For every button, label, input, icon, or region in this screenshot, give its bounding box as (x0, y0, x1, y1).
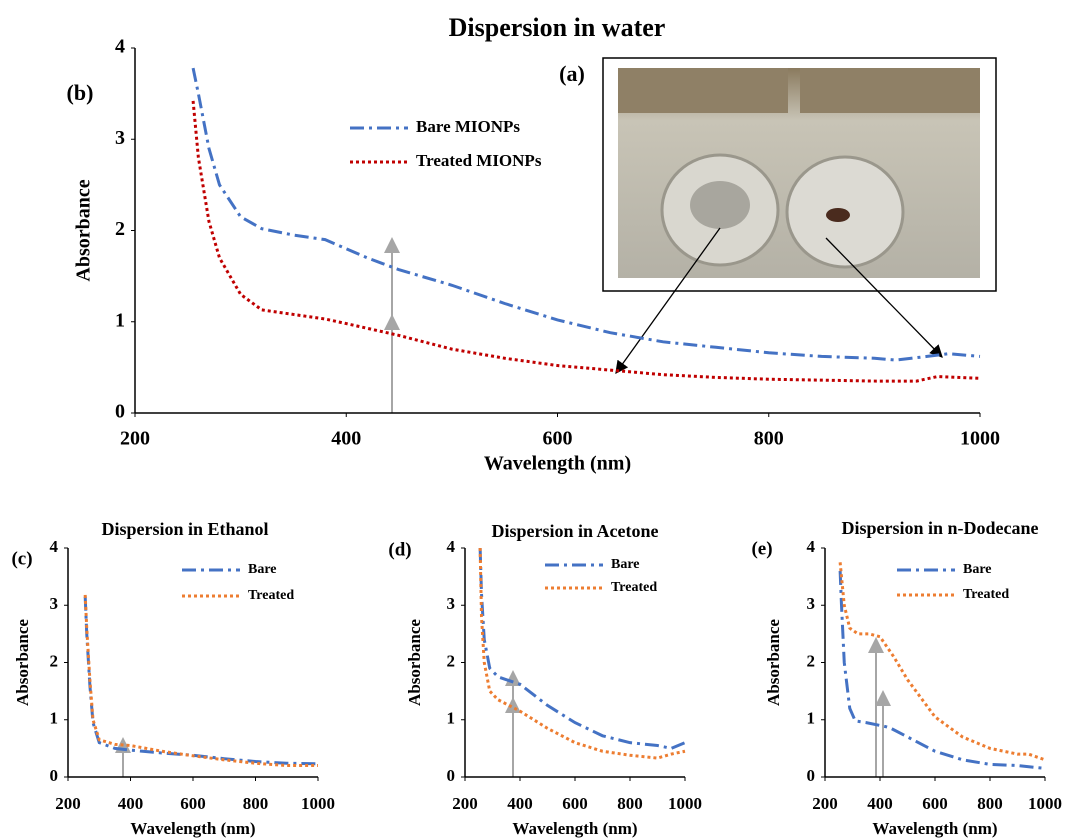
y-tick-label: 1 (807, 709, 816, 728)
y-tick-label: 2 (447, 651, 456, 670)
inset-arrow (825, 237, 943, 358)
data-line (83, 596, 319, 766)
x-tick-label: 600 (543, 428, 573, 450)
chart-title: Dispersion in water (449, 13, 666, 42)
x-axis-label: Wavelength (nm) (512, 819, 637, 838)
y-tick-label: 0 (807, 766, 816, 785)
x-tick-label: 400 (507, 794, 533, 813)
data-line (478, 547, 686, 750)
y-tick-label: 2 (807, 651, 816, 670)
x-axis-label: Wavelength (nm) (130, 819, 255, 838)
y-tick-label: 0 (447, 766, 456, 785)
y-tick-label: 2 (115, 218, 125, 240)
chart-title: Dispersion in Ethanol (101, 519, 268, 539)
legend-label: Bare MIONPs (416, 117, 520, 136)
x-tick-label: 600 (180, 794, 206, 813)
x-tick-label: 800 (243, 794, 269, 813)
panel-label: (d) (388, 539, 411, 560)
x-axis-label: Wavelength (nm) (872, 819, 997, 838)
y-tick-label: 3 (115, 127, 125, 149)
x-tick-label: 200 (120, 428, 150, 450)
panel-label: (b) (67, 80, 94, 105)
inset-label: (a) (559, 61, 585, 86)
legend-label: Bare (963, 562, 992, 577)
data-line (838, 570, 1046, 770)
x-tick-label: 600 (562, 794, 588, 813)
y-axis-label: Absorbance (764, 619, 783, 706)
y-tick-label: 0 (115, 401, 125, 423)
data-line (478, 547, 686, 760)
y-tick-label: 2 (50, 651, 59, 670)
y-tick-label: 3 (50, 594, 59, 613)
x-tick-label: 200 (55, 794, 81, 813)
y-tick-label: 1 (115, 309, 125, 331)
inset-arrow (615, 227, 721, 375)
x-tick-label: 400 (118, 794, 144, 813)
legend-label: Treated (963, 587, 1009, 602)
data-line (83, 594, 318, 768)
y-tick-label: 4 (115, 36, 125, 58)
x-tick-label: 1000 (301, 794, 335, 813)
x-tick-label: 800 (617, 794, 643, 813)
x-tick-label: 200 (812, 794, 838, 813)
x-axis-label: Wavelength (nm) (484, 453, 631, 475)
y-axis-label: Absorbance (73, 179, 95, 281)
chart-title: Dispersion in Acetone (491, 521, 658, 541)
y-tick-label: 4 (447, 537, 456, 556)
legend-label: Bare (248, 562, 277, 577)
data-line (191, 100, 981, 383)
x-tick-label: 800 (977, 794, 1003, 813)
y-axis-label: Absorbance (405, 619, 424, 706)
legend-label: Treated MIONPs (416, 151, 542, 170)
x-tick-label: 200 (452, 794, 478, 813)
y-tick-label: 3 (807, 594, 816, 613)
y-tick-label: 4 (807, 537, 816, 556)
x-tick-label: 1000 (668, 794, 702, 813)
legend-label: Treated (611, 580, 657, 595)
panel-label: (e) (751, 538, 772, 559)
data-line (191, 67, 981, 362)
x-tick-label: 600 (922, 794, 948, 813)
legend-label: Treated (248, 588, 294, 603)
y-tick-label: 0 (50, 766, 59, 785)
y-tick-label: 1 (447, 709, 456, 728)
x-tick-label: 400 (331, 428, 361, 450)
x-tick-label: 1000 (960, 428, 1000, 450)
legend-label: Bare (611, 557, 640, 572)
y-axis-label: Absorbance (13, 619, 32, 706)
x-tick-label: 1000 (1028, 794, 1062, 813)
chart-title: Dispersion in n-Dodecane (841, 518, 1038, 538)
inset-photo (602, 57, 997, 292)
y-tick-label: 3 (447, 594, 456, 613)
data-line (838, 562, 1046, 762)
x-tick-label: 800 (754, 428, 784, 450)
y-tick-label: 1 (50, 709, 59, 728)
y-tick-label: 4 (50, 537, 59, 556)
x-tick-label: 400 (867, 794, 893, 813)
panel-label: (c) (11, 548, 32, 569)
